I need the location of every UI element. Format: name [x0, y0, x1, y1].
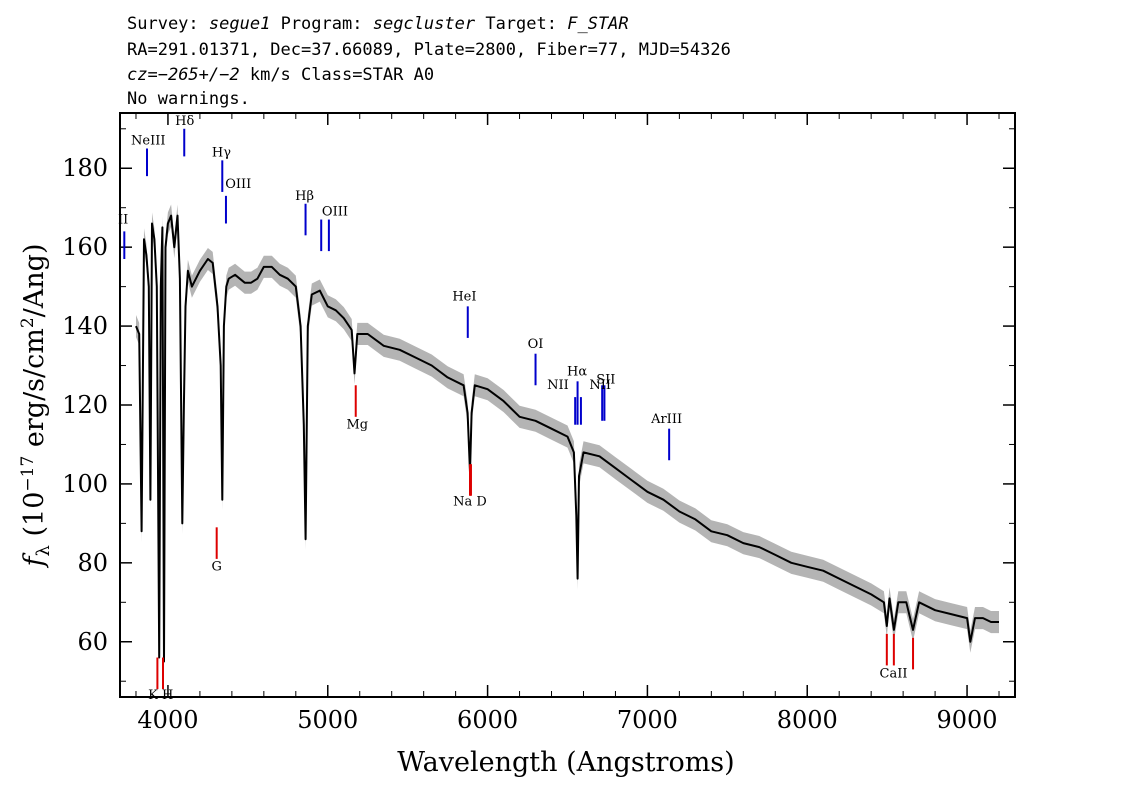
- y-tick-label: 100: [62, 470, 108, 498]
- x-tick-label: 8000: [777, 706, 838, 734]
- y-axis-open: (10: [19, 492, 50, 545]
- y-tick-label: 60: [77, 628, 108, 656]
- y-axis-close: /Ang): [19, 244, 50, 318]
- line-label: Hγ: [212, 145, 231, 160]
- x-tick-label: 5000: [297, 706, 358, 734]
- cz-rest: km/s Class=STAR A0: [240, 65, 434, 85]
- survey-label: Survey:: [127, 14, 199, 34]
- target-value: F_STAR: [567, 14, 628, 34]
- line-label: K H: [148, 688, 173, 703]
- y-axis-subscript: λ: [33, 545, 54, 556]
- line-label: Hβ: [295, 189, 314, 204]
- y-tick-label: 80: [77, 549, 108, 577]
- y-tick-label: 180: [62, 154, 108, 182]
- y-tick-label: 160: [62, 233, 108, 261]
- x-tick-label: 6000: [457, 706, 518, 734]
- line-label: Hδ: [175, 114, 194, 129]
- spectral-line-labels: NeIIIHδHγOIIIIIHβOIIIHeIOINIIHαNIISIIArI…: [118, 114, 907, 703]
- program-value: segcluster: [373, 14, 476, 34]
- line-label: OIII: [225, 177, 251, 192]
- spectrum-line: [135, 214, 999, 663]
- program-label: Program:: [281, 14, 363, 34]
- cz-label: cz=: [127, 65, 158, 85]
- header-line-2: RA=291.01371, Dec=37.66089, Plate=2800, …: [127, 40, 731, 60]
- cz-value: −265+/−2: [158, 65, 240, 85]
- header: Survey: segue1 Program: segcluster Targe…: [127, 14, 731, 109]
- y-axis-exponent-2: 2: [18, 317, 38, 328]
- line-label: CaII: [880, 666, 908, 681]
- line-label: OIII: [322, 205, 348, 220]
- line-label: Mg: [347, 418, 369, 433]
- x-tick-label: 9000: [937, 706, 998, 734]
- line-label: ArIII: [650, 412, 682, 427]
- y-axis-units: erg/s/cm: [19, 328, 50, 456]
- plot-frame: [119, 112, 1016, 698]
- target-label: Target:: [485, 14, 557, 34]
- spectral-line-markers: [123, 128, 915, 690]
- line-label: NII: [547, 378, 569, 393]
- y-axis-exponent: −17: [18, 456, 38, 492]
- header-line-4: No warnings.: [127, 89, 250, 109]
- line-label: G: [211, 560, 221, 575]
- line-label: II: [118, 212, 128, 227]
- y-axis-title: fλ (10−17 erg/s/cm2/Ang): [18, 244, 54, 569]
- header-line-1: Survey: segue1 Program: segcluster Targe…: [127, 14, 629, 34]
- y-tick-label: 120: [62, 391, 108, 419]
- y-tick-label: 140: [62, 312, 108, 340]
- line-label: NII: [589, 378, 611, 393]
- line-label: HeI: [452, 289, 476, 304]
- x-tick-label: 4000: [137, 706, 198, 734]
- line-label: Na D: [453, 495, 487, 510]
- x-tick-label: 7000: [617, 706, 678, 734]
- x-axis: 4000 5000 6000 7000 8000 9000: [135, 113, 1000, 734]
- header-line-3: cz=−265+/−2 km/s Class=STAR A0: [127, 65, 434, 85]
- line-label: SII: [596, 372, 615, 387]
- line-label: OI: [528, 337, 544, 352]
- plot-area: [135, 204, 999, 673]
- x-axis-title: Wavelength (Angstroms): [397, 747, 734, 778]
- survey-value: segue1: [209, 14, 270, 34]
- line-label: Hα: [567, 364, 587, 379]
- y-axis: 60 80 100 120 140 160 180: [62, 128, 1015, 682]
- line-label: NeIII: [131, 134, 165, 149]
